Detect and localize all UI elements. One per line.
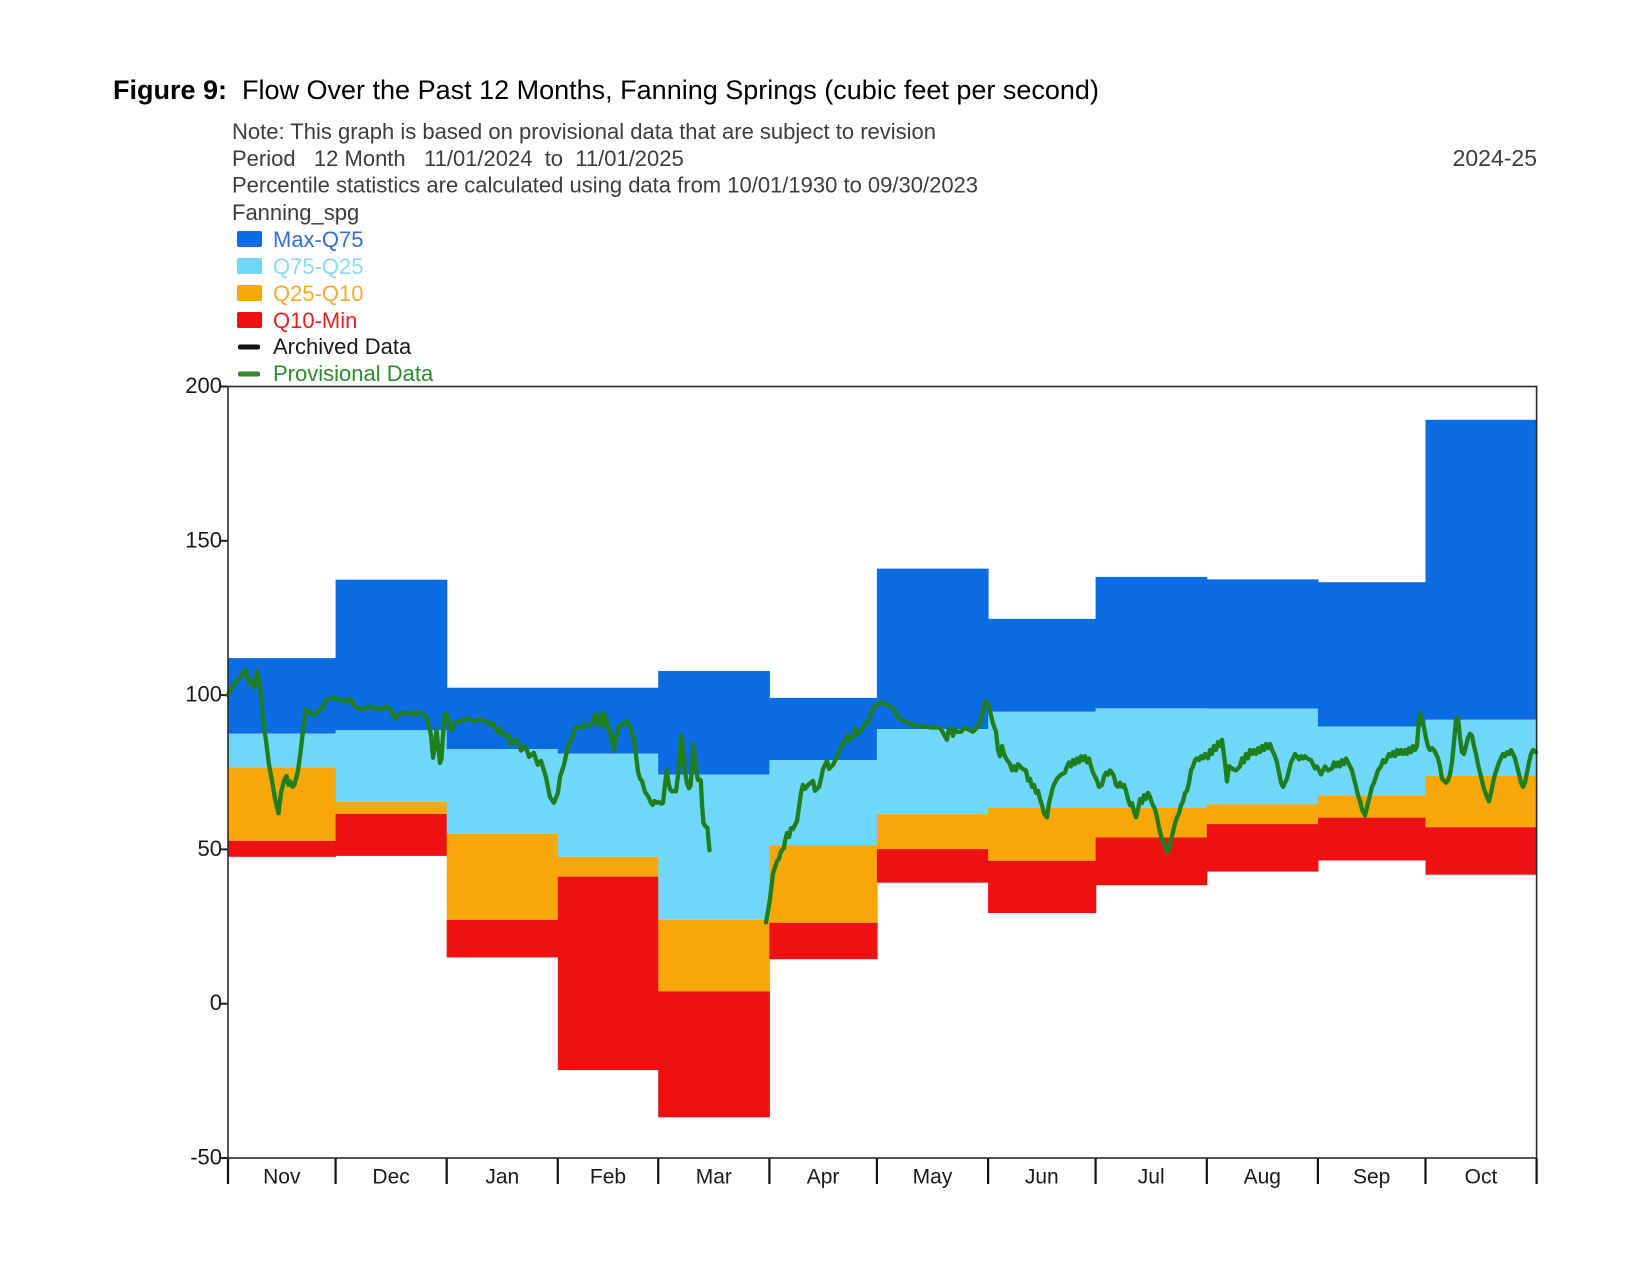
svg-text:Mar: Mar — [696, 1166, 732, 1189]
svg-text:Apr: Apr — [807, 1166, 840, 1189]
svg-text:2024-25: 2024-25 — [1453, 145, 1537, 171]
svg-text:May: May — [913, 1166, 953, 1189]
svg-text:Q75-Q25: Q75-Q25 — [273, 254, 364, 279]
svg-text:Sep: Sep — [1353, 1166, 1390, 1189]
svg-text:Nov: Nov — [263, 1166, 301, 1189]
svg-text:Period 12 Month 11/01/2024: Period 12 Month 11/01/2024 to 11/01/2025 — [232, 146, 684, 171]
svg-text:0: 0 — [210, 990, 222, 1015]
svg-text:Fanning_spg: Fanning_spg — [232, 200, 359, 225]
svg-text:Feb: Feb — [590, 1166, 626, 1189]
svg-text:100: 100 — [185, 682, 222, 707]
svg-text:150: 150 — [185, 527, 222, 552]
svg-text:Provisional Data: Provisional Data — [273, 361, 434, 386]
svg-text:Figure 9: Flow Over the Past: Figure 9: Flow Over the Past 12 Months, … — [113, 75, 1099, 105]
svg-text:50: 50 — [198, 836, 222, 861]
svg-text:Percentile statistics are calc: Percentile statistics are calculated usi… — [232, 173, 978, 198]
svg-text:Oct: Oct — [1465, 1166, 1498, 1189]
svg-text:Archived Data: Archived Data — [273, 334, 412, 359]
svg-text:Q10-Min: Q10-Min — [273, 308, 357, 333]
svg-text:200: 200 — [185, 373, 222, 398]
svg-text:Dec: Dec — [372, 1166, 409, 1189]
svg-text:Max-Q75: Max-Q75 — [273, 227, 363, 252]
svg-text:Q25-Q10: Q25-Q10 — [273, 281, 364, 306]
svg-text:Jul: Jul — [1138, 1166, 1165, 1189]
svg-text:Note: This graph is based on p: Note: This graph is based on provisional… — [232, 119, 936, 144]
svg-text:Aug: Aug — [1244, 1166, 1281, 1189]
svg-text:Jan: Jan — [485, 1166, 519, 1189]
svg-text:-50: -50 — [190, 1145, 222, 1170]
svg-text:Jun: Jun — [1025, 1166, 1059, 1189]
